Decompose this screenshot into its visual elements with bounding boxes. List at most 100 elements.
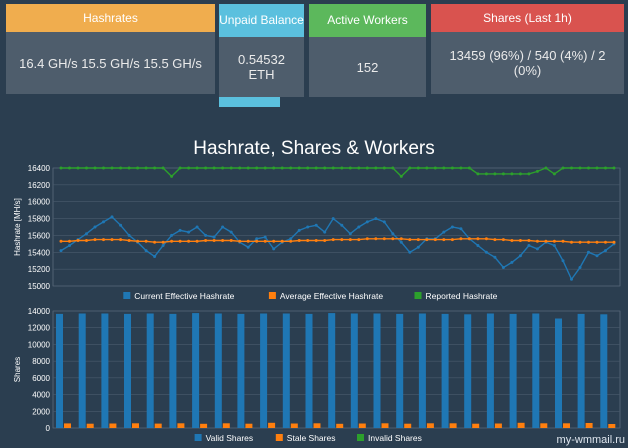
shares-series-1-bar [86,423,94,428]
hashrate-series-2-point [119,166,123,170]
shares-series-0-bar [350,313,358,428]
hashrate-series-1-point [450,238,454,242]
hashrate-series-1-point [246,239,250,243]
hashrate-chart-ytick-label-2: 15400 [28,248,51,257]
hashrate-series-0-point [484,250,488,254]
hashrate-series-1-point [484,237,488,241]
hashrate-series-2-point [433,166,437,170]
hashrate-series-1-point [204,239,208,242]
hashrate-series-1-point [153,240,157,244]
shares-series-1-bar [540,423,548,428]
hashrate-series-0-point [272,247,276,251]
hashrate-series-0-point [170,233,174,237]
watermark: my-wmmail.ru [556,434,625,446]
hashrate-series-2-point [578,166,582,170]
shares-series-1-bar [426,423,434,428]
hashrate-series-0-point [476,244,480,247]
shares-series-1-bar [64,423,71,428]
hashrate-series-1-point [433,238,437,242]
shares-series-1-bar [268,422,276,428]
hashrate-series-1-point [195,239,199,243]
hashrate-series-0-point [204,233,208,237]
hashrate-chart-ylabel: Hashrate [MH/s] [13,198,22,256]
hashrate-series-2-point [212,166,216,170]
shares-chart-ytick-label-5: 10000 [28,340,51,349]
hashrate-series-0-point [510,260,514,264]
hashrate-series-1-point [229,239,233,242]
unpaid-balance-progress-bar [219,97,280,107]
hashrate-series-0-point [578,266,582,269]
hashrate-chart-legend-swatch-0 [123,292,131,299]
hashrate-chart-ytick-label-7: 16400 [28,164,51,173]
hashrate-series-0-point [587,250,590,254]
hashrate-series-0-point [297,228,301,232]
hashrate-series-2-point [170,174,174,178]
hashrate-series-2-point [450,166,454,170]
hashrate-series-2-point [510,172,514,176]
hashrate-series-0-point [348,232,352,236]
hashrate-series-2-point [59,166,63,170]
hashrate-series-0-point [144,249,148,253]
hashrate-series-0-point [374,217,378,221]
hashrate-series-2-point [476,172,480,176]
shares-series-0-bar [169,313,177,428]
unpaid-balance-card: Unpaid Balance 0.54532 ETH [219,4,304,97]
shares-series-0-bar [328,313,336,428]
hashrate-series-1-point [255,239,259,243]
shares-series-1-bar [494,423,502,428]
hashrate-series-2-point [297,166,301,170]
hashrate-series-0-point [331,217,335,221]
hashrate-series-1-point [476,237,480,241]
hashrate-series-1-point [170,239,174,243]
hashrate-series-1-point [297,239,301,242]
hashrate-series-0-point [552,244,556,247]
hashrate-series-1-point [425,238,429,242]
hashrate-series-0-point [357,225,361,229]
shares-series-0-bar [192,313,200,428]
hashrate-series-1-point [272,239,276,243]
shares-chart-ytick-label-3: 6000 [32,374,50,383]
hashrate-series-1-point [221,239,225,242]
hashrate-series-2-point [246,166,250,170]
hashrate-series-0-point [527,244,531,247]
hashrate-series-0-point [161,244,165,247]
hashrates-card-value: 16.4 GH/s 15.5 GH/s 15.5 GH/s [19,55,202,71]
hashrate-series-2-point [314,166,318,170]
hashrate-series-0-point [561,259,565,263]
hashrates-card: Hashrates 16.4 GH/s 15.5 GH/s 15.5 GH/s [6,4,215,94]
shares-series-0-bar [237,313,245,428]
hashrate-series-2-point [127,166,131,170]
shares-card-title: Shares (Last 1h) [431,4,624,32]
hashrate-series-0-point [595,254,599,258]
hashrate-series-1-point [442,238,446,242]
shares-series-0-bar [124,313,131,428]
hashrate-series-2-point [365,166,369,170]
hashrate-series-1-point [144,239,148,243]
hashrate-series-0-point [442,230,446,234]
hashrate-series-2-point [195,166,199,170]
shares-series-1-bar [132,423,139,428]
hashrate-series-1-point [459,237,463,241]
shares-series-1-bar [245,423,253,428]
hashrate-series-2-point [416,166,420,170]
hashrate-series-1-point [535,239,539,243]
hashrate-series-0-point [187,230,191,234]
hashrate-series-1-point [119,238,123,242]
shares-series-0-bar [509,313,517,428]
shares-chart-ylabel: Shares [13,357,22,382]
hashrate-series-1-point [544,239,548,243]
shares-series-0-bar [486,313,494,428]
hashrate-series-1-point [501,238,505,242]
shares-series-1-bar [200,423,208,428]
hashrate-series-0-point [110,215,114,219]
shares-series-1-bar [177,423,185,428]
hashrate-series-0-point [289,237,293,241]
shares-chart-ytick-label-0: 0 [46,424,51,433]
hashrate-series-2-point [340,166,344,170]
shares-series-0-bar [373,313,381,428]
shares-series-1-bar [449,423,457,428]
hashrate-series-2-point [604,166,607,170]
hashrate-series-0-point [399,240,403,244]
shares-series-1-bar [608,424,616,428]
hashrate-series-0-point [263,235,267,239]
